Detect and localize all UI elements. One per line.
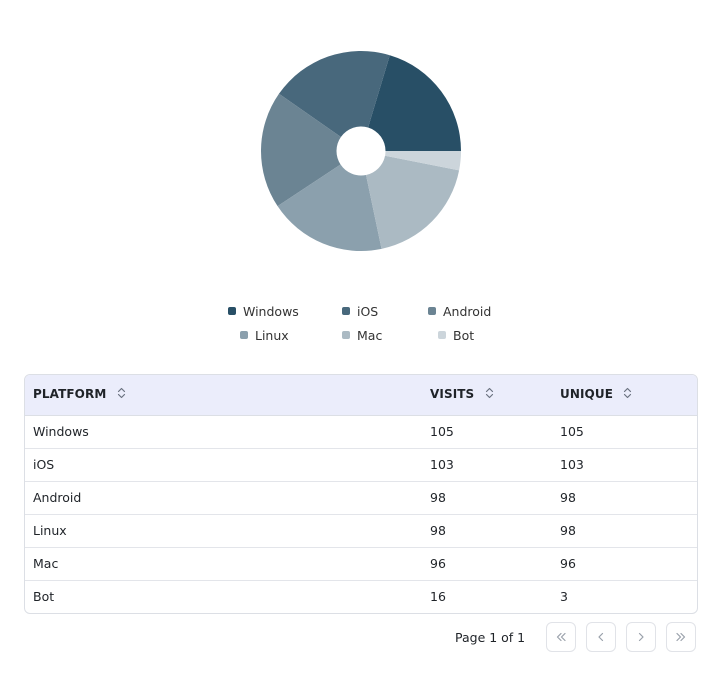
pie-chart (0, 0, 723, 300)
legend-swatch-linux (240, 331, 248, 339)
last-page-button[interactable] (666, 622, 696, 652)
first-page-button[interactable] (546, 622, 576, 652)
table-row: Bot 16 3 (25, 580, 697, 613)
cell-unique: 105 (552, 415, 697, 449)
legend-label-android: Android (443, 303, 492, 319)
pie-chart-svg (261, 50, 461, 251)
column-header-platform[interactable]: PLATFORM (25, 375, 422, 416)
legend-swatch-mac (342, 331, 350, 339)
legend-item-linux[interactable]: Linux (228, 326, 326, 344)
cell-platform: Windows (25, 415, 422, 449)
legend-item-windows[interactable]: Windows (228, 302, 326, 320)
column-header-unique-label: UNIQUE (560, 387, 613, 402)
legend-label-mac: Mac (357, 327, 383, 343)
legend-item-bot[interactable]: Bot (424, 326, 522, 344)
cell-unique: 96 (552, 547, 697, 581)
cell-unique: 98 (552, 481, 697, 515)
column-header-platform-label: PLATFORM (33, 387, 107, 402)
sort-icon[interactable] (485, 387, 494, 402)
cell-visits: 16 (430, 589, 446, 604)
legend-item-ios[interactable]: iOS (326, 302, 424, 320)
legend-label-ios: iOS (357, 303, 379, 319)
cell-platform: Android (25, 481, 422, 515)
cell-visits: 103 (422, 448, 552, 482)
pie-slice-windows[interactable] (368, 55, 461, 151)
previous-page-button[interactable] (586, 622, 616, 652)
legend-swatch-bot (438, 331, 446, 339)
table-row: Windows 105 105 (25, 415, 697, 449)
legend-label-bot: Bot (453, 327, 475, 343)
next-page-button[interactable] (626, 622, 656, 652)
cell-platform: iOS (25, 448, 422, 482)
table-row: iOS 103 103 (25, 448, 697, 482)
column-header-visits[interactable]: VISITS (422, 375, 552, 416)
legend-swatch-android (428, 307, 436, 315)
chevron-left-icon (598, 632, 604, 642)
chevron-right-icon (638, 632, 644, 642)
page-indicator: Page 1 of 1 (455, 630, 526, 645)
pie-slice-android[interactable] (261, 93, 341, 207)
platform-table: PLATFORM VISITS UNIQUE (24, 374, 698, 614)
cell-visits: 98 (422, 514, 552, 548)
chevrons-left-icon (556, 632, 566, 642)
cell-unique: 98 (552, 514, 697, 548)
cell-unique: 103 (552, 448, 697, 482)
pie-slice-bot[interactable] (385, 151, 461, 171)
legend-swatch-windows (228, 307, 236, 315)
cell-visits: 98 (422, 481, 552, 515)
cell-platform: Mac (25, 547, 422, 581)
table-row: Android 98 98 (25, 481, 697, 515)
cell-platform: Bot (33, 589, 55, 604)
pie-slice-mac[interactable] (366, 155, 460, 249)
cell-visits: 96 (422, 547, 552, 581)
sort-icon[interactable] (117, 387, 126, 402)
legend-swatch-ios (342, 307, 350, 315)
cell-platform: Linux (25, 514, 422, 548)
pie-slice-linux[interactable] (277, 164, 382, 251)
table-header-row: PLATFORM VISITS UNIQUE (25, 375, 697, 416)
pagination: Page 1 of 1 (0, 622, 723, 654)
chevrons-right-icon (676, 632, 686, 642)
table-row: Linux 98 98 (25, 514, 697, 548)
pie-slice-ios[interactable] (278, 50, 390, 137)
column-header-unique[interactable]: UNIQUE (552, 375, 697, 416)
cell-unique: 3 (560, 589, 568, 604)
legend-label-linux: Linux (255, 327, 289, 343)
column-header-visits-label: VISITS (430, 387, 475, 402)
sort-icon[interactable] (623, 387, 632, 402)
legend-label-windows: Windows (243, 303, 299, 319)
legend-item-android[interactable]: Android (424, 302, 522, 320)
cell-visits: 105 (422, 415, 552, 449)
chart-legend: Windows iOS Android Linux Mac Bot (228, 302, 518, 344)
legend-item-mac[interactable]: Mac (326, 326, 424, 344)
table-row: Mac 96 96 (25, 547, 697, 581)
